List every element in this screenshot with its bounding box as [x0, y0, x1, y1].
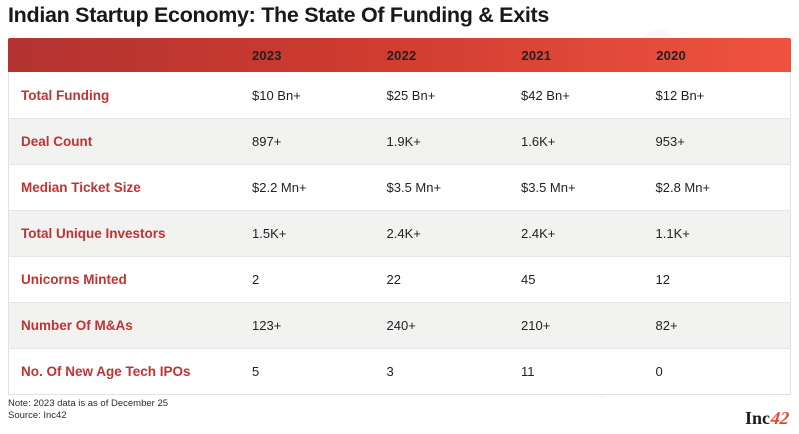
row-label: Total Funding — [21, 87, 110, 103]
table-cell: 2.4K+ — [386, 226, 421, 241]
table-cell: 240+ — [386, 318, 416, 333]
row-label: No. Of New Age Tech IPOs — [21, 364, 191, 379]
table-cell: 897+ — [252, 134, 282, 149]
row-label: Unicorns Minted — [21, 272, 127, 287]
table-cell: 3 — [386, 364, 394, 379]
table-cell: $10 Bn+ — [252, 87, 301, 103]
table-cell: 1.6K+ — [521, 134, 556, 149]
table-cell: 1.9K+ — [386, 134, 421, 149]
table-row-deal-count: Deal Count 897+ 1.9K+ 1.6K+ 953+ — [9, 118, 790, 164]
inc42-logo: Inc42 — [744, 408, 791, 429]
table-cell: 0 — [655, 364, 663, 379]
table-header-row: 2023 2022 2021 2020 — [8, 38, 791, 72]
row-label: Number Of M&As — [21, 318, 133, 333]
table-cell: 2 — [252, 272, 260, 287]
footnote-note: Note: 2023 data is as of December 25 — [8, 398, 169, 409]
table-cell: 45 — [521, 272, 536, 287]
table-cell: 2.4K+ — [521, 226, 556, 241]
row-label: Deal Count — [21, 134, 93, 149]
table-cell: 210+ — [521, 318, 551, 333]
table-cell: 11 — [521, 364, 535, 379]
table-cell: 22 — [386, 272, 401, 287]
header-cell-year-2023: 2023 — [252, 47, 282, 63]
header-cell-year-2021: 2021 — [521, 47, 552, 63]
table-row-total-funding: Total Funding $10 Bn+ $25 Bn+ $42 Bn+ $1… — [9, 72, 790, 118]
table-cell: $2.8 Mn+ — [655, 180, 711, 195]
footnote-source: Source: Inc42 — [8, 409, 67, 421]
table-body: Total Funding $10 Bn+ $25 Bn+ $42 Bn+ $1… — [8, 72, 791, 395]
table-cell: 5 — [252, 364, 260, 379]
table-row-unicorns-minted: Unicorns Minted 2 22 45 12 — [9, 256, 790, 302]
header-cell-year-2020: 2020 — [656, 47, 686, 63]
table-cell: $25 Bn+ — [386, 87, 436, 103]
table-cell: 82+ — [655, 318, 678, 333]
footnote-block: Note: 2023 data is as of December 25 Sou… — [8, 398, 168, 421]
table-cell: $42 Bn+ — [521, 87, 570, 103]
inc42-logo-accent: 42 — [770, 408, 791, 428]
page-title: Indian Startup Economy: The State Of Fun… — [8, 3, 550, 27]
table-cell: 1.5K+ — [252, 226, 287, 241]
table-row-new-age-tech-ipos: No. Of New Age Tech IPOs 5 3 11 0 — [9, 348, 790, 394]
table-row-total-unique-investors: Total Unique Investors 1.5K+ 2.4K+ 2.4K+… — [9, 210, 790, 256]
table-cell: $3.5 Mn+ — [521, 180, 576, 195]
row-label: Median Ticket Size — [21, 180, 141, 195]
table-cell: $12 Bn+ — [655, 87, 705, 103]
funding-table: 2023 2022 2021 2020 Total Funding $10 Bn… — [8, 38, 791, 395]
table-cell: 123+ — [252, 318, 282, 333]
table-row-median-ticket-size: Median Ticket Size $2.2 Mn+ $3.5 Mn+ $3.… — [9, 164, 790, 210]
row-label: Total Unique Investors — [21, 226, 166, 241]
table-cell: 953+ — [655, 134, 685, 149]
table-cell: 1.1K+ — [655, 226, 690, 241]
table-cell: 12 — [655, 272, 670, 287]
table-cell: $2.2 Mn+ — [252, 180, 307, 195]
inc42-logo-text: Inc — [744, 408, 770, 428]
table-cell: $3.5 Mn+ — [386, 180, 442, 195]
header-cell-year-2022: 2022 — [386, 47, 417, 63]
table-row-number-of-mas: Number Of M&As 123+ 240+ 210+ 82+ — [9, 302, 790, 348]
